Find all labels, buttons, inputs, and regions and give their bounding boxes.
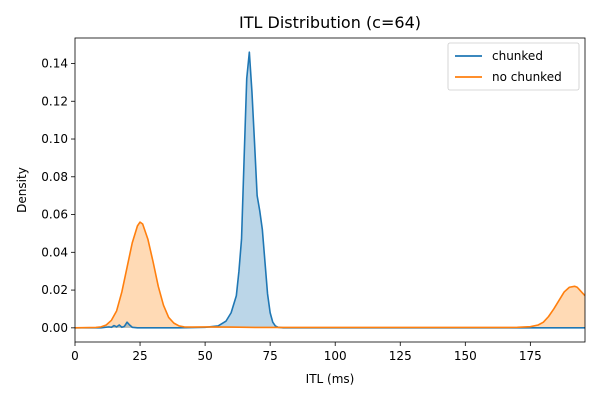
- series-group: [75, 51, 585, 329]
- y-tick-label: 0.10: [41, 132, 68, 146]
- legend-label-no-chunked: no chunked: [492, 70, 562, 84]
- y-tick-label: 0.04: [41, 245, 68, 259]
- x-tick-label: 175: [519, 349, 542, 363]
- y-tick-label: 0.14: [41, 56, 68, 70]
- y-axis-label: Density: [15, 167, 29, 213]
- x-tick-label: 75: [263, 349, 278, 363]
- x-tick-label: 150: [454, 349, 477, 363]
- x-axis-label: ITL (ms): [306, 372, 355, 386]
- line-chunked: [75, 51, 585, 329]
- x-tick-label: 100: [324, 349, 347, 363]
- area-no-chunked: [75, 222, 585, 328]
- y-tick-label: 0.00: [41, 321, 68, 335]
- x-tick-label: 50: [197, 349, 212, 363]
- legend-label-chunked: chunked: [492, 49, 543, 63]
- y-tick-label: 0.02: [41, 283, 68, 297]
- legend: chunked no chunked: [447, 42, 580, 91]
- line-no-chunked: [75, 221, 585, 329]
- y-tick-label: 0.08: [41, 170, 68, 184]
- axes-frame: [74, 37, 586, 343]
- y-tick-label: 0.06: [41, 208, 68, 222]
- legend-box: [447, 42, 580, 91]
- x-axis-ticks: 0 25 50 75 100 125 150 175: [71, 342, 542, 363]
- chart-title: ITL Distribution (c=64): [239, 13, 421, 32]
- y-tick-label: 0.12: [41, 94, 68, 108]
- x-tick-label: 0: [71, 349, 79, 363]
- x-tick-label: 125: [389, 349, 412, 363]
- x-tick-label: 25: [132, 349, 147, 363]
- plot-layer: [75, 51, 585, 329]
- y-axis-ticks: 0.00 0.02 0.04 0.06 0.08 0.10 0.12 0.14: [41, 56, 75, 335]
